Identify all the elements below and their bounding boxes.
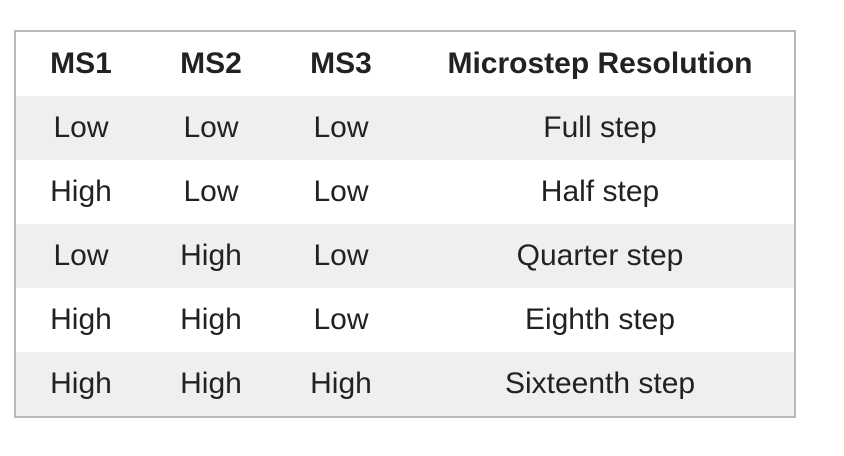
cell-ms2: High <box>180 303 242 336</box>
cell-ms2: Low <box>183 175 239 208</box>
cell-resolution: Sixteenth step <box>406 352 794 416</box>
cell-ms2: High <box>146 224 276 288</box>
header-microstep-resolution: Microstep Resolution <box>447 47 753 80</box>
table-row: High Low Low Half step <box>16 160 794 224</box>
cell-ms1: Low <box>16 224 146 288</box>
header-ms3: MS3 <box>310 47 372 80</box>
table-row: Low High Low Quarter step <box>16 224 794 288</box>
cell-ms2: High <box>146 352 276 416</box>
cell-ms3: Low <box>313 175 369 208</box>
cell-ms3: Low <box>276 224 406 288</box>
header-ms2: MS2 <box>180 47 242 80</box>
cell-ms3: Low <box>276 96 406 160</box>
microstep-table: MS1 MS2 MS3 Microstep Resolution Low Low… <box>14 30 796 418</box>
header-ms1: MS1 <box>50 47 112 80</box>
cell-resolution: Quarter step <box>406 224 794 288</box>
table-row: High High High Sixteenth step <box>16 352 794 416</box>
cell-ms1: High <box>50 303 112 336</box>
cell-ms3: Low <box>313 303 369 336</box>
microstep-resolution-table: MS1 MS2 MS3 Microstep Resolution Low Low… <box>16 32 794 416</box>
cell-ms1: High <box>50 175 112 208</box>
cell-resolution: Eighth step <box>524 303 676 336</box>
header-row: MS1 MS2 MS3 Microstep Resolution <box>16 32 794 96</box>
cell-ms2: Low <box>146 96 276 160</box>
cell-resolution: Full step <box>406 96 794 160</box>
cell-ms3: High <box>276 352 406 416</box>
table-row: Low Low Low Full step <box>16 96 794 160</box>
cell-ms1: High <box>16 352 146 416</box>
cell-resolution: Half step <box>540 175 660 208</box>
table-row: High High Low Eighth step <box>16 288 794 352</box>
cell-ms1: Low <box>16 96 146 160</box>
